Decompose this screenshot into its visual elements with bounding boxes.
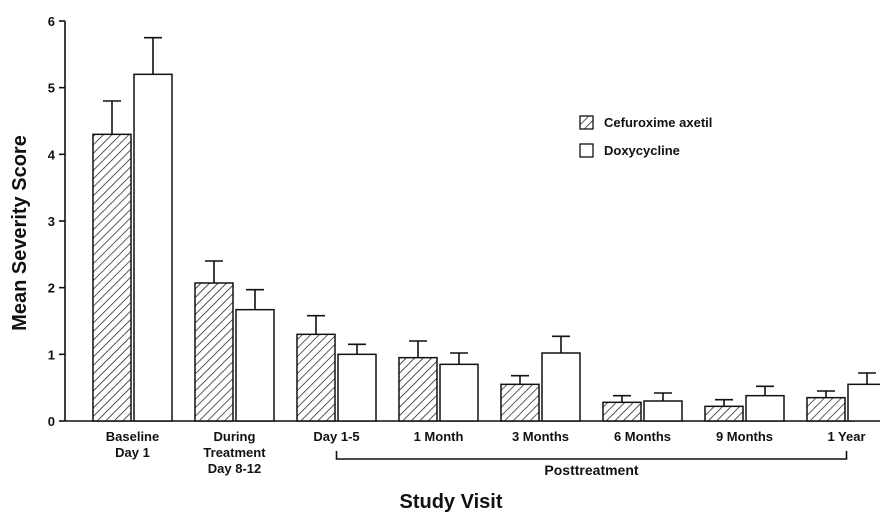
y-tick-label: 3: [48, 214, 55, 229]
bar-doxycycline: [337, 353, 377, 422]
bar-doxycycline: [235, 308, 275, 422]
bar-cefuroxime: [194, 282, 234, 422]
posttreatment-bracket-line: [335, 451, 848, 460]
y-tick-label: 6: [48, 14, 55, 29]
bar-doxycycline: [439, 363, 479, 422]
x-category-label: During Treatment Day 8-12: [203, 429, 266, 476]
x-axis-title: Study Visit: [400, 491, 503, 513]
bar-cefuroxime: [806, 396, 846, 422]
legend-label: Doxycycline: [604, 143, 680, 158]
x-category-label: 6 Months: [614, 429, 671, 444]
x-category-label: 1 Year: [827, 429, 865, 444]
y-tick-label: 0: [48, 414, 55, 429]
bar-doxycycline: [745, 394, 785, 422]
y-tick-label: 2: [48, 281, 55, 296]
posttreatment-bracket: Posttreatment: [335, 451, 848, 478]
legend-label: Cefuroxime axetil: [604, 115, 712, 130]
x-category-label: Baseline Day 1: [106, 429, 159, 460]
bar-cefuroxime: [398, 356, 438, 422]
x-category-label: 1 Month: [414, 429, 464, 444]
posttreatment-label: Posttreatment: [544, 462, 638, 478]
bar-doxycycline: [847, 383, 880, 422]
bar-cefuroxime: [92, 133, 132, 422]
legend: Cefuroxime axetil Doxycycline: [579, 115, 712, 158]
bar-cefuroxime: [602, 401, 642, 422]
bar-cefuroxime: [500, 383, 540, 422]
bar-doxycycline: [643, 400, 683, 422]
bar-cefuroxime: [704, 405, 744, 422]
x-category-label: 3 Months: [512, 429, 569, 444]
axes: [64, 21, 855, 422]
category-labels: Baseline Day 1 During Treatment Day 8-12 Day …: [106, 429, 866, 476]
x-category-label: 9 Months: [716, 429, 773, 444]
x-category-label: Day 1-5: [313, 429, 359, 444]
y-ticks: 0 1 2 3 4 5 6: [48, 14, 65, 429]
legend-swatch-doxycycline: [579, 143, 594, 158]
legend-swatch-cefuroxime: [579, 115, 594, 130]
bar-doxycycline: [133, 73, 173, 422]
y-axis-title: Mean Severity Score: [9, 135, 31, 331]
y-tick-label: 5: [48, 81, 55, 96]
y-tick-label: 1: [48, 347, 55, 362]
y-tick-label: 4: [48, 147, 56, 162]
bar-doxycycline: [541, 352, 581, 422]
bar-cefuroxime: [296, 333, 336, 422]
bars: [92, 36, 880, 422]
